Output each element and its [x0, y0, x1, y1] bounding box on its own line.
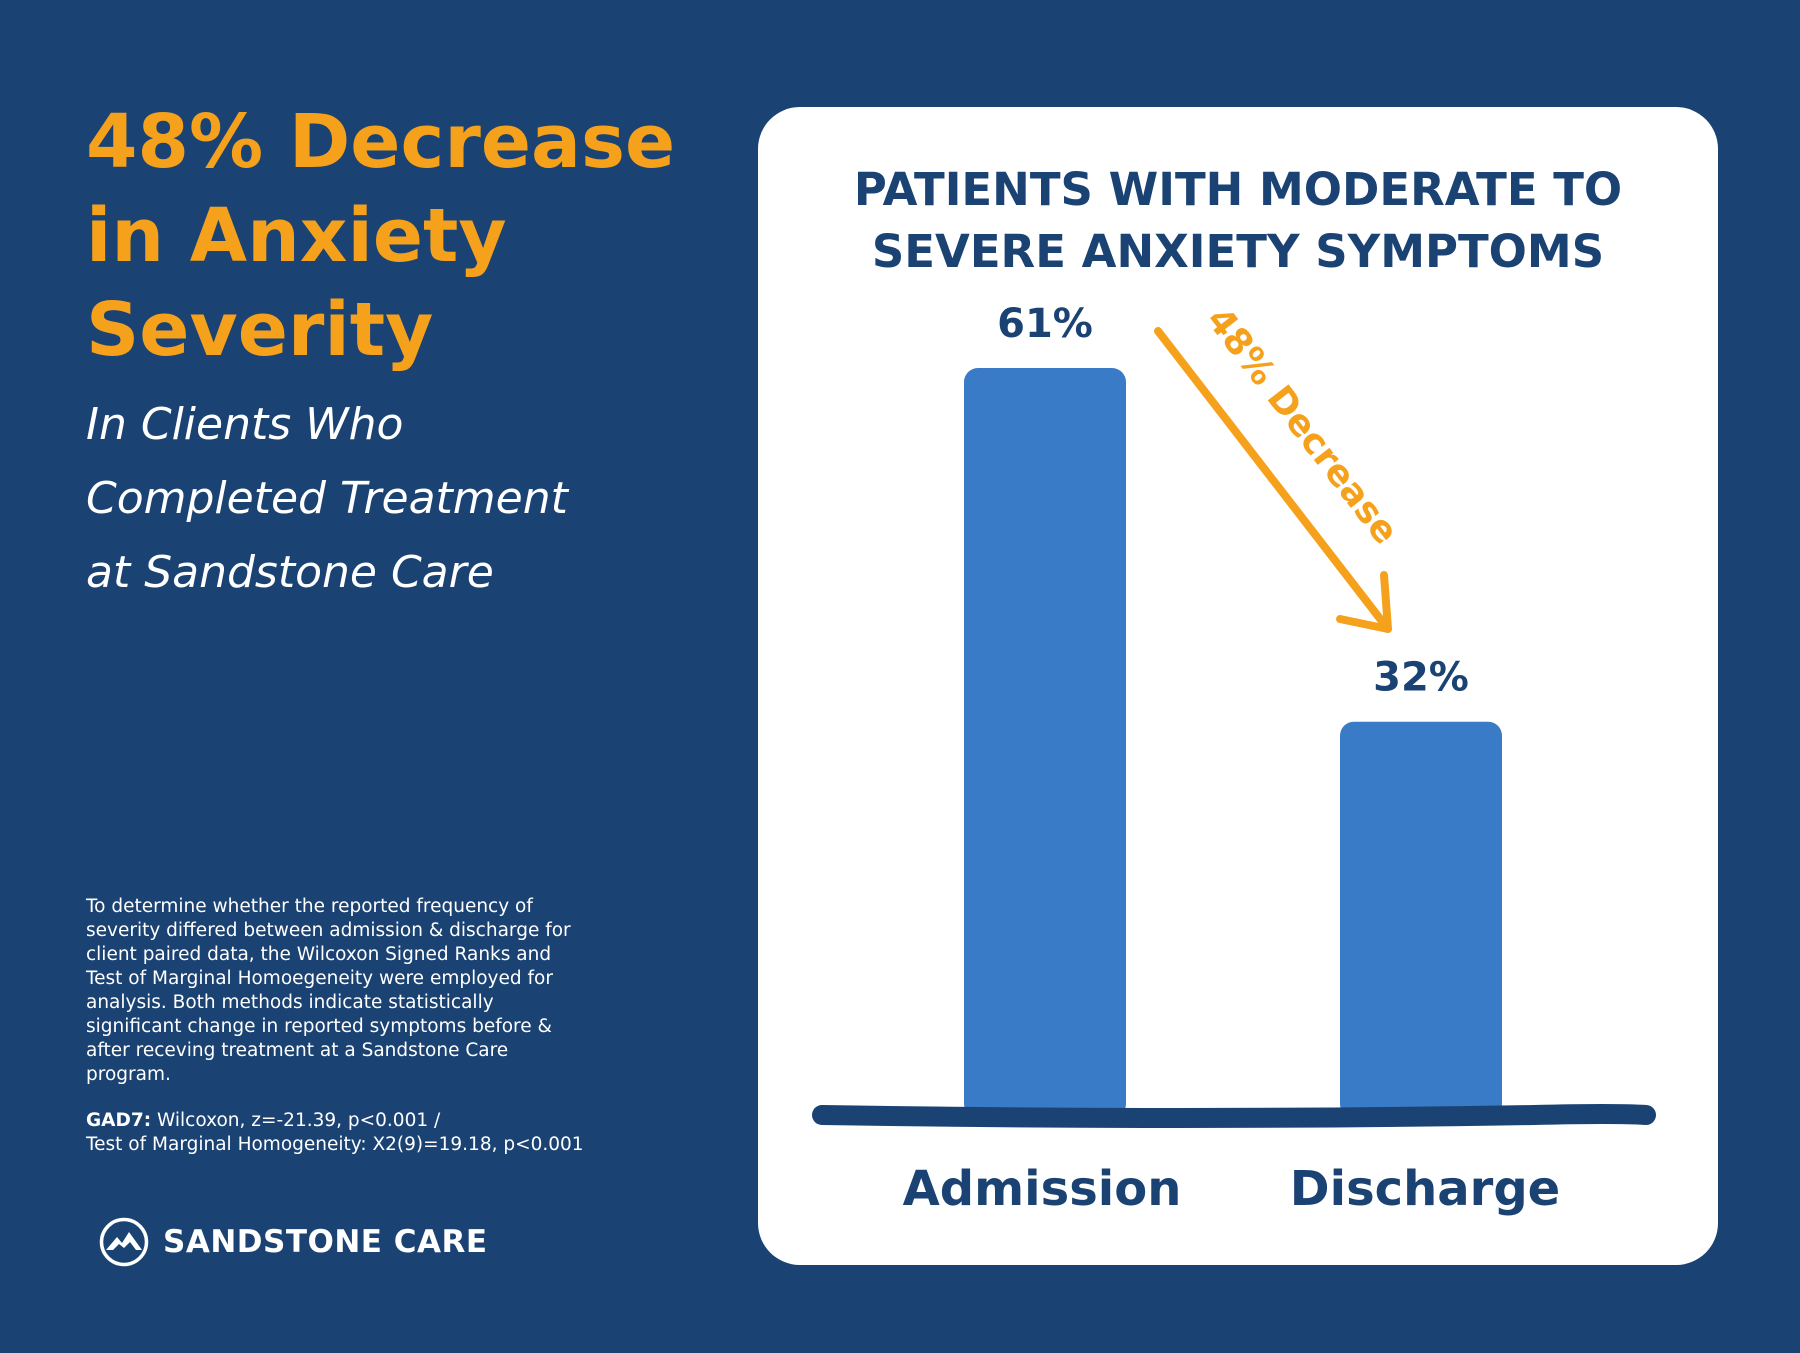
decrease-arrow-shaft	[1154, 327, 1392, 633]
subheadline-line: Completed Treatment	[86, 473, 568, 524]
methods-line: To determine whether the reported freque…	[86, 896, 533, 917]
bar-admission	[964, 368, 1126, 1118]
data-label: 61%	[997, 301, 1093, 347]
stats-line: Wilcoxon, z=-21.39, p<0.001 /	[151, 1110, 441, 1131]
headline-line: in Anxiety	[86, 193, 507, 279]
headline: 48% Decrease in Anxiety Severity	[86, 95, 726, 377]
methods-line: significant change in reported symptoms …	[86, 1016, 552, 1037]
down-arrow-icon	[1336, 571, 1392, 633]
methods-line: analysis. Both methods indicate statisti…	[86, 992, 494, 1013]
methods-line: program.	[86, 1064, 171, 1085]
methods-line: severity differed between admission & di…	[86, 920, 571, 941]
subheadline-line: at Sandstone Care	[86, 547, 494, 598]
methods-line: client paired data, the Wilcoxon Signed …	[86, 944, 552, 965]
headline-line: Severity	[86, 287, 434, 373]
methods-line: Test of Marginal Homoegeneity were emplo…	[86, 968, 553, 989]
baseline	[812, 1104, 1656, 1128]
subheadline: In Clients Who Completed Treatment at Sa…	[86, 388, 706, 610]
category-label: Discharge	[1290, 1161, 1560, 1217]
stats-line: Test of Marginal Homogeneity: X2(9)=19.1…	[86, 1134, 584, 1155]
stats-label: GAD7:	[86, 1110, 152, 1131]
bar-discharge	[1340, 721, 1502, 1118]
headline-line: 48% Decrease	[86, 99, 676, 185]
chart-title: PATIENTS WITH MODERATE TO SEVERE ANXIETY…	[758, 159, 1718, 283]
stats-note: GAD7: Wilcoxon, z=-21.39, p<0.001 / Test…	[86, 1109, 646, 1157]
data-label: 32%	[1373, 655, 1469, 701]
chart-title-line: SEVERE ANXIETY SYMPTOMS	[871, 225, 1605, 278]
chart-card: PATIENTS WITH MODERATE TO SEVERE ANXIETY…	[758, 107, 1718, 1265]
methods-line: after receving treatment at a Sandstone …	[86, 1040, 509, 1061]
logo-text: SANDSTONE CARE	[163, 1224, 488, 1260]
logo: SANDSTONE CARE	[99, 1217, 488, 1267]
mountain-logo-icon	[99, 1217, 149, 1267]
chart-title-line: PATIENTS WITH MODERATE TO	[853, 163, 1623, 216]
methods-note: To determine whether the reported freque…	[86, 895, 626, 1087]
category-label: Admission	[903, 1161, 1182, 1217]
subheadline-line: In Clients Who	[86, 399, 404, 450]
